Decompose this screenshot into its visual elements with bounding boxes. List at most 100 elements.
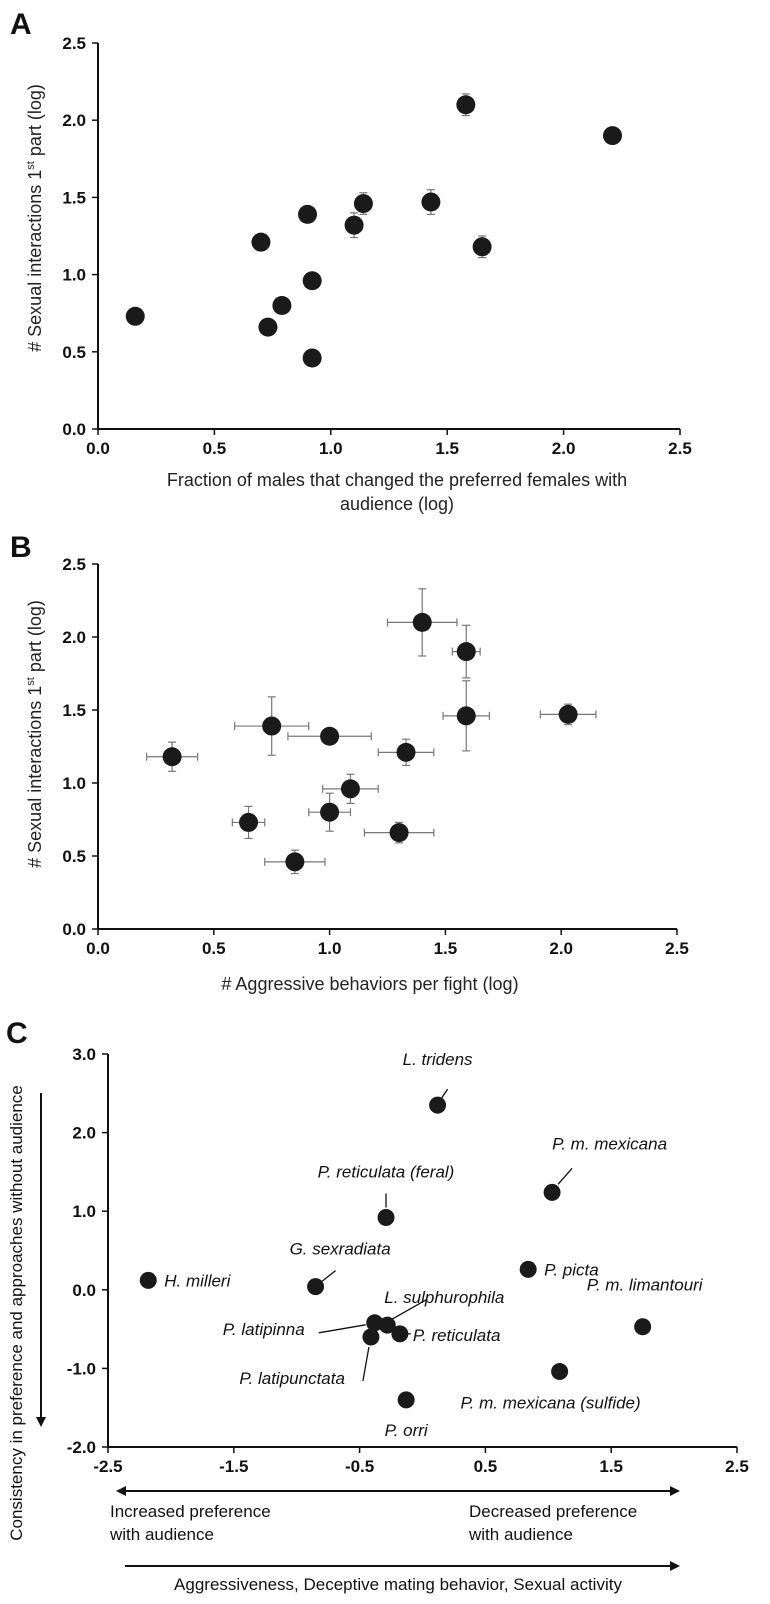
data-point [307, 1278, 325, 1296]
panel-b-x-tick-label: 0.0 [86, 939, 110, 958]
panel-c-y-tick-label: -1.0 [67, 1359, 96, 1378]
panel-a: A 0.0 0.5 1.0 1.5 2.0 2.5 0.0 0.5 1.0 1.5 2.0 2.5 #… [10, 8, 692, 514]
panel-a-y-tick-label: 2.0 [62, 111, 86, 130]
panel-b-y-tick-label: 2.5 [62, 555, 86, 574]
panel-c-x-tick-label: 0.5 [474, 1457, 498, 1476]
data-point [162, 747, 182, 767]
panel-a-y-tick-label: 0.0 [62, 420, 86, 439]
species-label: H. milleri [164, 1271, 231, 1290]
data-point [139, 1271, 157, 1289]
data-point [421, 192, 441, 212]
panel-b-x-axis-title: # Aggressive behaviors per fight (log) [221, 974, 518, 994]
data-point [397, 1391, 415, 1409]
panel-b-x-tick-label: 1.5 [434, 939, 458, 958]
panel-c-x-tick-label: 1.5 [599, 1457, 623, 1476]
panel-b-y-axis-title: # Sexual interactions 1st part (log) [25, 600, 45, 868]
panel-c-ticks: -2.5 -1.5 -0.5 0.5 1.5 2.5 -2.0 -1.0 0.0 1.0 2.0 3.… [67, 1045, 749, 1476]
panel-b: B 0.0 0.5 1.0 1.5 2.0 2.5 0.0 0.5 1.0 1.5 2.0 2.5 #… [10, 531, 689, 994]
species-label: P. m. limantouri [587, 1276, 704, 1295]
panel-a-y-axis-title: # Sexual interactions 1st part (log) [25, 84, 45, 352]
species-label: L. tridens [403, 1050, 473, 1069]
panel-a-x-axis-title-line1: Fraction of males that changed the prefe… [167, 470, 627, 490]
species-label: P. latipunctata [239, 1369, 345, 1388]
panel-c-y-tick-label: -2.0 [67, 1438, 96, 1457]
panel-a-ticks: 0.0 0.5 1.0 1.5 2.0 2.5 0.0 0.5 1.0 1.5 2.0 2.5 [62, 34, 691, 458]
panel-c-y-axis-title: Consistency in preference and approaches… [7, 1085, 26, 1541]
panel-a-x-axis-title-line2: audience (log) [340, 494, 454, 514]
panel-b-y-tick-label: 0.5 [62, 847, 86, 866]
data-point [519, 1260, 537, 1278]
panel-a-y-tick-label: 1.0 [62, 266, 86, 285]
panel-c-x-tick-label: 2.5 [725, 1457, 749, 1476]
panel-b-axes [97, 564, 677, 930]
panel-a-x-tick-label: 2.0 [552, 439, 576, 458]
leader-line [321, 1270, 336, 1283]
data-point [353, 194, 373, 214]
panel-a-x-tick-label: 0.0 [86, 439, 110, 458]
data-point [344, 215, 364, 235]
panel-c-points [139, 1096, 652, 1409]
panel-a-x-tick-label: 2.5 [668, 439, 692, 458]
species-label: P. m. mexicana (sulfide) [461, 1394, 641, 1413]
data-point [429, 1096, 447, 1114]
panel-c-species-labels: H. milleri G. sexradiata P. reticulata (fe… [164, 1050, 704, 1440]
leader-line [362, 1346, 370, 1382]
data-point [412, 612, 432, 632]
panel-b-y-tick-label: 2.0 [62, 628, 86, 647]
species-label: P. reticulata (feral) [318, 1162, 455, 1181]
panel-b-x-tick-label: 0.5 [202, 939, 226, 958]
species-label: L. sulphurophila [384, 1288, 504, 1307]
panel-a-y-tick-label: 1.5 [62, 188, 86, 207]
panel-b-x-tick-label: 2.0 [549, 939, 573, 958]
species-label: P. picta [544, 1260, 599, 1279]
data-point [125, 306, 145, 326]
data-point [320, 802, 340, 822]
panel-c-axes [107, 1054, 737, 1448]
data-point [320, 726, 340, 746]
panel-b-points [146, 588, 597, 875]
data-point [396, 742, 416, 762]
panel-c-right-arrow-label-line2: with audience [468, 1525, 573, 1544]
panel-a-x-tick-label: 0.5 [203, 439, 227, 458]
data-point [389, 823, 409, 843]
data-point [258, 317, 278, 337]
panel-c: C -2.5 -1.5 -0.5 0.5 1.5 2.5 -2.0 -1.0 0.0 1.0 2.0… [6, 1017, 749, 1594]
panel-b-letter: B [10, 531, 32, 564]
panel-c-x-axis-title: Aggressiveness, Deceptive mating behavio… [174, 1575, 622, 1594]
panel-b-y-tick-label: 1.0 [62, 774, 86, 793]
panel-b-x-tick-label: 2.5 [665, 939, 689, 958]
panel-c-x-tick-label: -1.5 [219, 1457, 248, 1476]
data-point [602, 126, 622, 146]
panel-a-x-tick-label: 1.5 [435, 439, 459, 458]
panel-c-y-tick-label: 2.0 [72, 1124, 96, 1143]
species-label: P. latipinna [223, 1320, 305, 1339]
data-point [285, 852, 305, 872]
species-label: P. reticulata [413, 1326, 501, 1345]
panel-a-y-tick-label: 2.5 [62, 34, 86, 53]
data-point [543, 1183, 561, 1201]
panel-c-left-arrow-label-line1: Increased preference [110, 1502, 271, 1521]
data-point [239, 812, 259, 832]
data-point [456, 706, 476, 726]
data-point [391, 1325, 409, 1343]
panel-b-y-tick-label: 0.0 [62, 920, 86, 939]
panel-b-x-tick-label: 1.0 [318, 939, 342, 958]
panel-c-y-tick-label: 1.0 [72, 1202, 96, 1221]
data-point [251, 232, 271, 252]
panel-c-left-arrow-label-line2: with audience [109, 1525, 214, 1544]
data-point [366, 1314, 384, 1332]
panel-b-y-tick-label: 1.5 [62, 701, 86, 720]
panel-c-right-arrow-label-line1: Decreased preference [469, 1502, 637, 1521]
data-point [377, 1208, 395, 1226]
data-point [456, 642, 476, 662]
data-point [302, 348, 322, 368]
panel-c-x-tick-label: -0.5 [345, 1457, 374, 1476]
panel-c-letter: C [6, 1017, 28, 1050]
leader-line [441, 1088, 449, 1099]
species-label: G. sexradiata [290, 1240, 391, 1259]
data-point [298, 204, 318, 224]
species-label: P. orri [385, 1421, 429, 1440]
data-point [456, 95, 476, 115]
data-point [272, 295, 292, 315]
